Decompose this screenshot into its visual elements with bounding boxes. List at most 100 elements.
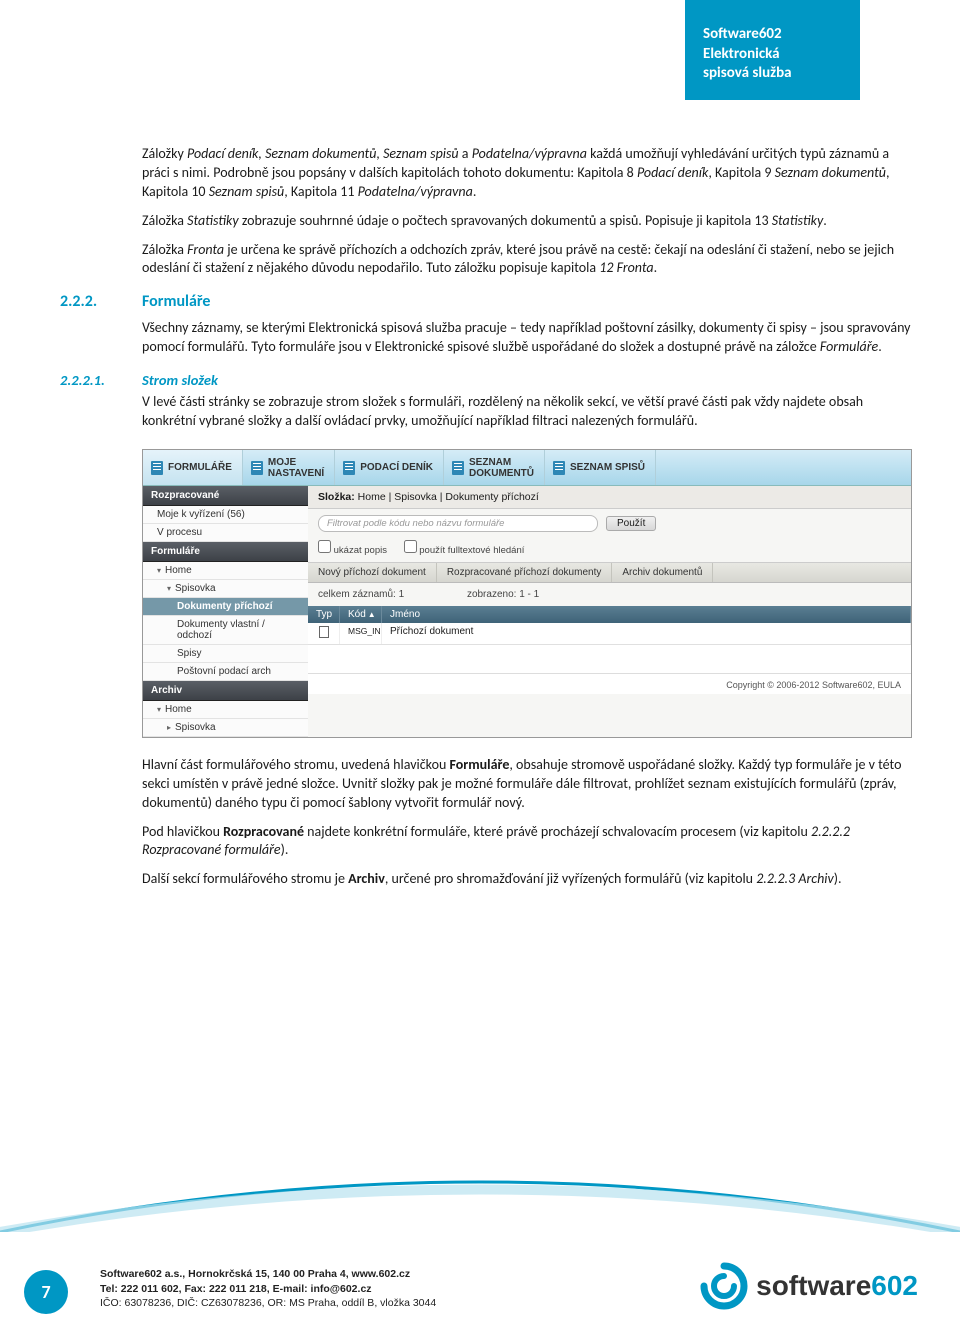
text: ).: [834, 870, 842, 887]
tab-label: SEZNAMDOKUMENTŮ: [469, 457, 534, 479]
form-icon: [151, 461, 163, 475]
subtab-rozpracovane[interactable]: Rozpracované příchozí dokumenty: [437, 563, 613, 582]
logo-number: 602: [871, 1270, 918, 1301]
text: .: [473, 183, 477, 200]
tab-label: FORMULÁŘE: [168, 462, 232, 473]
sidebar-item-spisovka[interactable]: Spisovka: [143, 580, 308, 598]
header-line1: Software602: [703, 25, 842, 45]
text: SEZNAM: [469, 457, 511, 468]
footer-logo: software602: [700, 1262, 918, 1310]
sidebar-item-dokumenty-vlastni[interactable]: Dokumenty vlastní / odchozí: [143, 616, 308, 645]
text-italic: Statistiky: [772, 212, 824, 229]
subsection-number: 2.2.2.1.: [60, 371, 142, 389]
text: .: [823, 212, 827, 229]
sidebar-header-formulare: Formuláře: [143, 542, 308, 562]
sidebar-item-postovni[interactable]: Poštovní podací arch: [143, 663, 308, 681]
text: a: [459, 145, 472, 162]
text: NASTAVENÍ: [268, 468, 324, 479]
record-count: celkem záznamů: 1 zobrazeno: 1 - 1: [308, 583, 911, 606]
text: , Kapitola 11: [284, 183, 357, 200]
th-typ[interactable]: Typ: [308, 606, 340, 623]
arc-icon: [0, 1172, 960, 1232]
files-icon: [553, 461, 565, 475]
text-bold: Rozpracované: [223, 823, 304, 840]
tab-podaci-denik[interactable]: PODACÍ DENÍK: [335, 450, 444, 485]
subsection-title: Strom složek: [142, 371, 218, 389]
logo-text: software602: [756, 1270, 918, 1302]
tab-seznam-spisu[interactable]: SEZNAM SPISŮ: [545, 450, 656, 485]
table-header: Typ Kód▲ Jméno: [308, 606, 911, 623]
header-line3: spisová služba: [703, 64, 842, 84]
subtab-novy[interactable]: Nový příchozí dokument: [308, 563, 437, 582]
page-footer: 7 Software602 a.s., Hornokrčská 15, 140 …: [0, 1232, 960, 1332]
paragraph-8: Další sekcí formulářového stromu je Arch…: [142, 870, 920, 889]
text-italic: 2.2.2.3 Archiv: [756, 870, 834, 887]
page-number: 7: [24, 1270, 68, 1314]
text: ).: [281, 841, 289, 858]
sidebar-item-moje-k-vyrizeni[interactable]: Moje k vyřízení (56): [143, 506, 308, 524]
th-jmeno[interactable]: Jméno: [382, 606, 911, 623]
text: .: [654, 259, 658, 276]
footer-arc-decoration: [0, 1172, 960, 1232]
text: je určena ke správě příchozích a odchozí…: [142, 241, 894, 277]
text: Záložky: [142, 145, 187, 162]
text-italic: Podací deník, Seznam dokumentů, Seznam s…: [187, 145, 459, 162]
paragraph-3: Záložka Fronta je určena ke správě přích…: [142, 241, 920, 279]
document-icon: [319, 626, 329, 638]
sidebar: Rozpracované Moje k vyřízení (56) V proc…: [143, 486, 308, 737]
text-italic: Statistiky: [187, 212, 239, 229]
filter-row: Filtrovat podle kódu nebo názvu formulář…: [308, 509, 911, 538]
th-kod[interactable]: Kód▲: [340, 606, 382, 623]
sidebar-item-archiv-spisovka[interactable]: Spisovka: [143, 719, 308, 737]
subtabs: Nový příchozí dokument Rozpracované příc…: [308, 562, 911, 583]
copyright: Copyright © 2006-2012 Software602, EULA: [308, 673, 911, 694]
text-bold: Archiv: [348, 870, 385, 887]
text-italic: Podatelna/výpravna: [358, 183, 473, 200]
sidebar-item-dokumenty-prichozi[interactable]: Dokumenty příchozí: [143, 598, 308, 616]
checkbox-icon[interactable]: [318, 540, 331, 553]
tab-seznam-dokumentu[interactable]: SEZNAMDOKUMENTŮ: [444, 450, 545, 485]
list-icon: [452, 461, 464, 475]
footer-line2: Tel: 222 011 602, Fax: 222 011 218, E-ma…: [100, 1282, 436, 1296]
sidebar-item-v-procesu[interactable]: V procesu: [143, 524, 308, 542]
table-row[interactable]: MSG_IN Příchozí dokument: [308, 623, 911, 645]
main-panel: Složka: Home | Spisovka | Dokumenty příc…: [308, 486, 911, 737]
book-icon: [343, 461, 355, 475]
sidebar-header-rozpracovane: Rozpracované: [143, 486, 308, 506]
checkbox-fulltext[interactable]: použít fulltextové hledání: [404, 545, 525, 556]
text-italic: 12 Fronta: [599, 259, 653, 276]
text-italic: Fronta: [187, 241, 224, 258]
header-brand-label: Software602 Elektronická spisová služba: [685, 0, 860, 100]
sidebar-item-spisy[interactable]: Spisy: [143, 645, 308, 663]
breadcrumb-label: Složka:: [318, 491, 355, 503]
text: MOJE: [268, 457, 296, 468]
paragraph-2: Záložka Statistiky zobrazuje souhrnné úd…: [142, 212, 920, 231]
breadcrumb: Složka: Home | Spisovka | Dokumenty příc…: [308, 486, 911, 509]
footer-line3: IČO: 63078236, DIČ: CZ63078236, OR: MS P…: [100, 1296, 436, 1310]
tab-moje-nastaveni[interactable]: MOJENASTAVENÍ: [243, 450, 335, 485]
tab-label: PODACÍ DENÍK: [360, 462, 433, 473]
table-empty-space: [308, 645, 911, 673]
checkbox-icon[interactable]: [404, 540, 417, 553]
sidebar-item-home[interactable]: Home: [143, 562, 308, 580]
text: .: [878, 338, 882, 355]
logo-word: software: [756, 1270, 871, 1301]
page-content: Záložky Podací deník, Seznam dokumentů, …: [60, 145, 920, 899]
subtab-archiv[interactable]: Archiv dokumentů: [612, 563, 713, 582]
td-jmeno: Příchozí dokument: [382, 623, 911, 644]
filter-options: ukázat popis použít fulltextové hledání: [308, 538, 911, 562]
checkbox-ukazat-popis[interactable]: ukázat popis: [318, 545, 387, 556]
filter-apply-button[interactable]: Použít: [606, 516, 656, 531]
tab-formulare[interactable]: FORMULÁŘE: [143, 450, 243, 485]
text: , Kapitola 9: [708, 164, 774, 181]
section-title: Formuláře: [142, 292, 210, 311]
text: Záložka: [142, 212, 187, 229]
footer-line1: Software602 a.s., Hornokrčská 15, 140 00…: [100, 1267, 436, 1281]
paragraph-6: Hlavní část formulářového stromu, uveden…: [142, 756, 920, 813]
screenshot-body: Rozpracované Moje k vyřízení (56) V proc…: [143, 486, 911, 737]
text: Všechny záznamy, se kterými Elektronická…: [142, 319, 911, 355]
section-heading: 2.2.2. Formuláře: [60, 292, 920, 311]
text: Pod hlavičkou: [142, 823, 223, 840]
sidebar-item-archiv-home[interactable]: Home: [143, 701, 308, 719]
filter-input[interactable]: Filtrovat podle kódu nebo názvu formulář…: [318, 515, 598, 532]
